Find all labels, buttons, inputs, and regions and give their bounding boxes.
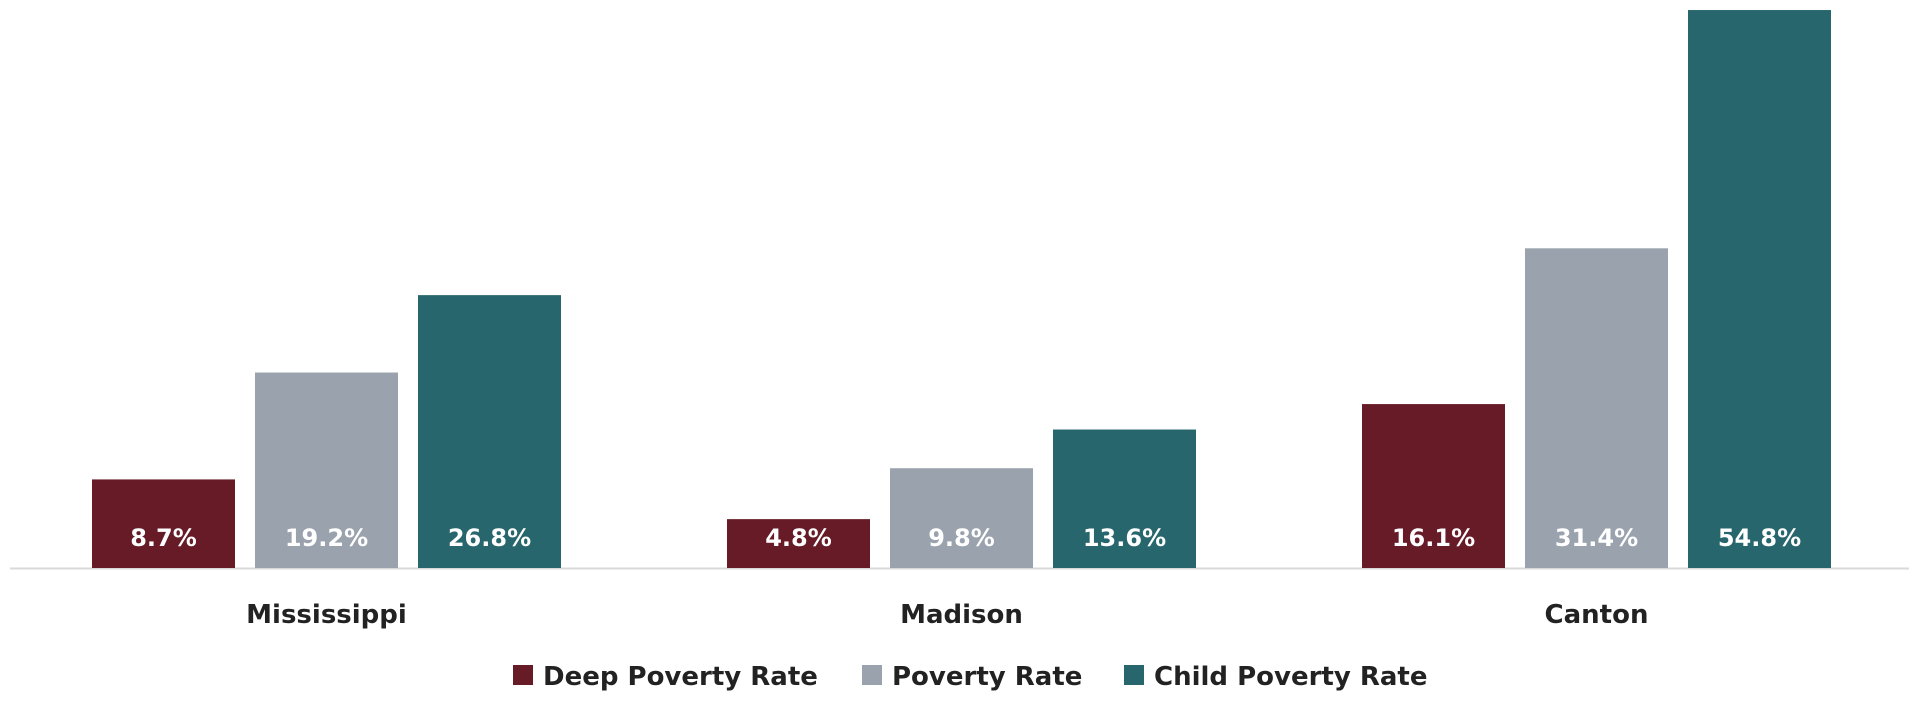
data-labels-group: 8.7% 19.2% 26.8% 4.8% 9.8% 13.6% 16.1% 31.4% 54.…	[130, 524, 1801, 552]
legend: Deep Poverty Rate Poverty Rate Child Pover…	[513, 662, 1427, 692]
bar-madison-child-poverty-rate	[1053, 429, 1196, 568]
category-labels-group: Mississippi Madison Canton	[246, 600, 1648, 630]
category-label-canton: Canton	[1545, 600, 1649, 630]
category-label-mississippi: Mississippi	[246, 600, 407, 630]
bars-group	[92, 10, 1831, 569]
legend-label-deep-poverty-rate: Deep Poverty Rate	[543, 662, 818, 692]
bar-mississippi-deep-poverty-rate	[92, 479, 235, 568]
data-label-canton-child-poverty-rate: 54.8%	[1718, 524, 1801, 552]
data-label-mississippi-poverty-rate: 19.2%	[285, 524, 368, 552]
bar-mississippi-poverty-rate	[255, 372, 398, 568]
data-label-mississippi-child-poverty-rate: 26.8%	[448, 524, 531, 552]
bar-canton-child-poverty-rate	[1688, 10, 1831, 568]
data-label-canton-poverty-rate: 31.4%	[1555, 524, 1638, 552]
bar-canton-poverty-rate	[1525, 248, 1668, 569]
bar-canton-deep-poverty-rate	[1362, 404, 1505, 568]
legend-swatch-child-poverty-rate	[1124, 665, 1144, 685]
legend-label-child-poverty-rate: Child Poverty Rate	[1154, 662, 1427, 692]
legend-swatch-deep-poverty-rate	[513, 665, 533, 685]
bar-mississippi-child-poverty-rate	[418, 295, 561, 568]
data-label-mississippi-deep-poverty-rate: 8.7%	[130, 524, 197, 552]
legend-label-poverty-rate: Poverty Rate	[892, 662, 1082, 692]
data-label-madison-child-poverty-rate: 13.6%	[1083, 524, 1166, 552]
data-label-madison-poverty-rate: 9.8%	[928, 524, 995, 552]
bar-madison-deep-poverty-rate	[727, 519, 870, 568]
data-label-canton-deep-poverty-rate: 16.1%	[1392, 524, 1475, 552]
data-label-madison-deep-poverty-rate: 4.8%	[765, 524, 832, 552]
legend-swatch-poverty-rate	[862, 665, 882, 685]
bar-madison-poverty-rate	[890, 468, 1033, 568]
category-label-madison: Madison	[900, 600, 1023, 630]
